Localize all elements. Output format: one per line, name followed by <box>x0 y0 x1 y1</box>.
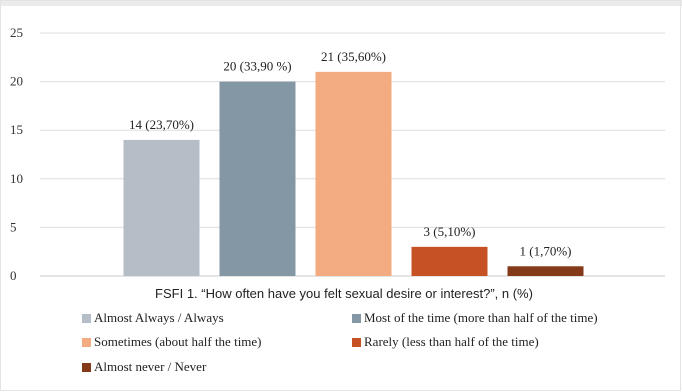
legend-swatch <box>352 313 361 323</box>
bar <box>507 266 584 276</box>
legend-label: Almost Always / Always <box>94 310 224 325</box>
y-tick-label: 10 <box>10 171 23 186</box>
legend-item: Almost never / Never <box>82 359 206 375</box>
legend-swatch <box>82 313 91 323</box>
legend-item: Sometimes (about half the time) <box>82 334 262 350</box>
data-label: 21 (35,60%) <box>321 49 386 64</box>
legend-label: Almost never / Never <box>94 359 207 374</box>
bars <box>123 71 584 276</box>
x-axis-title: FSFI 1. “How often have you felt sexual … <box>155 286 533 301</box>
legend-swatch <box>352 337 361 347</box>
legend-label: Most of the time (more than half of the … <box>364 310 598 325</box>
legend-swatch <box>82 362 91 372</box>
legend-item: Most of the time (more than half of the … <box>352 310 598 326</box>
bar <box>123 139 200 276</box>
legend-item: Rarely (less than half of the time) <box>352 334 539 350</box>
data-labels: 14 (23,70%) 20 (33,90 %) 21 (35,60%) 3 (5,1… <box>129 49 572 258</box>
y-tick-label: 25 <box>10 25 23 40</box>
data-label: 3 (5,10%) <box>424 224 476 239</box>
y-tick-label: 5 <box>10 219 17 234</box>
legend-swatch <box>82 337 91 347</box>
legend-item: Almost Always / Always <box>82 310 224 326</box>
y-tick-label: 0 <box>10 268 17 283</box>
data-label: 20 (33,90 %) <box>223 59 291 74</box>
legend-label: Sometimes (about half the time) <box>94 334 262 349</box>
bar <box>315 71 392 276</box>
y-tick-label: 20 <box>10 74 23 89</box>
data-label: 14 (23,70%) <box>129 117 194 132</box>
y-tick-label: 15 <box>10 122 23 137</box>
top-strip <box>0 0 682 6</box>
legend-label: Rarely (less than half of the time) <box>364 334 539 349</box>
bar <box>411 246 488 276</box>
y-axis-ticks: 0 5 10 15 20 25 <box>10 25 23 283</box>
data-label: 1 (1,70%) <box>520 243 572 258</box>
bar <box>219 81 296 276</box>
